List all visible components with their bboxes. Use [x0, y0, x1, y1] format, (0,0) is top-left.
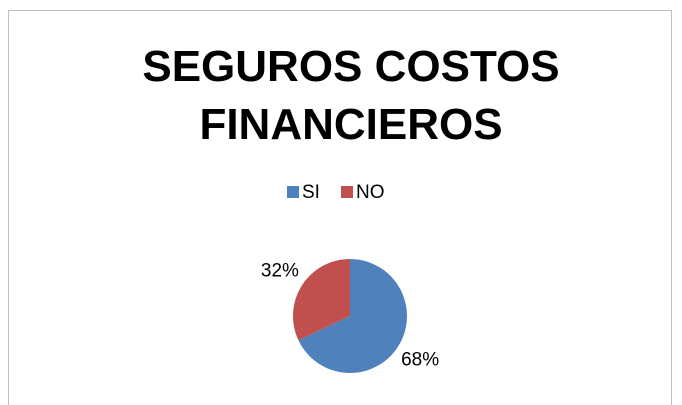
legend-label: SI — [302, 182, 320, 203]
legend-swatch — [341, 186, 353, 198]
chart-title: SEGUROS COSTOS FINANCIEROS — [142, 42, 560, 149]
pie-slice — [293, 259, 350, 341]
chart-border — [8, 10, 672, 405]
data-label: 32% — [261, 261, 299, 282]
pie-slice — [298, 259, 407, 373]
legend-label: NO — [356, 182, 385, 203]
legend-swatch — [287, 186, 299, 198]
data-label: 68% — [401, 349, 439, 370]
